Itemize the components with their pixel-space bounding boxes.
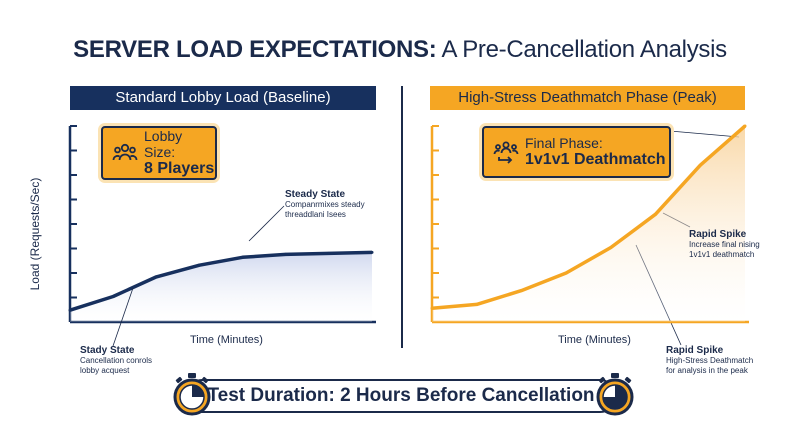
peak-x-axis-label: Time (Minutes) bbox=[558, 334, 631, 346]
title-bold: SERVER LOAD EXPECTATIONS: bbox=[73, 36, 437, 63]
peak-data-point bbox=[698, 163, 702, 167]
peak-panel-title: High-Stress Deathmatch Phase (Peak) bbox=[430, 86, 745, 110]
panel-divider bbox=[401, 86, 403, 348]
annotation-leader-line bbox=[248, 205, 285, 242]
annotation-line: High-Stress Deathmatch bbox=[666, 356, 754, 365]
annotation-line: lobby acquest bbox=[80, 365, 130, 375]
stady-state-annotation: Stady State Cancellation conrols lobby a… bbox=[80, 345, 152, 375]
title-rest: A Pre-Cancellation Analysis bbox=[441, 36, 727, 63]
annotation-line: for analysis in the peak bbox=[666, 365, 748, 375]
peak-data-point bbox=[609, 246, 613, 250]
rapid-spike-peak-annotation: Rapid Spike High-Stress Deathmatch for a… bbox=[666, 345, 753, 375]
baseline-load-line bbox=[69, 250, 373, 312]
callout-label: Lobby Size: bbox=[144, 127, 183, 160]
group-arrow-icon bbox=[493, 141, 519, 164]
annotation-line: Companrmixes steady bbox=[285, 200, 365, 209]
callout-value: 8 Players bbox=[144, 159, 215, 177]
annotation-leader-line bbox=[669, 130, 740, 138]
annotation-line: 1v1v1 deathmatch bbox=[689, 249, 755, 259]
peak-data-point bbox=[743, 124, 747, 128]
callout-value: 1v1v1 Deathmatch bbox=[525, 150, 666, 168]
annotation-title: Rapid Spike bbox=[689, 229, 747, 240]
baseline-data-point bbox=[327, 251, 331, 255]
peak-load-line bbox=[431, 124, 747, 311]
peak-data-point bbox=[430, 306, 434, 310]
page-title: SERVER LOAD EXPECTATIONS: A Pre-Cancella… bbox=[0, 36, 800, 64]
group-icon bbox=[112, 143, 138, 161]
annotation-title: Steady State bbox=[285, 189, 346, 200]
test-duration-banner: Test Duration: 2 Hours Before Cancellati… bbox=[186, 379, 616, 413]
rapid-spike-annotation: Rapid Spike Increase final nising 1v1v1 … bbox=[689, 229, 760, 259]
baseline-data-point bbox=[68, 308, 72, 312]
y-axis-label: Load (Requests/Sec) bbox=[28, 177, 42, 291]
baseline-data-point bbox=[370, 250, 374, 254]
peak-area-fill bbox=[432, 126, 745, 322]
annotation-title: Stady State bbox=[80, 345, 135, 356]
stopwatch-icon bbox=[173, 373, 211, 416]
baseline-area-fill bbox=[70, 252, 372, 322]
annotation-line: threaddlani Isees bbox=[285, 209, 346, 219]
baseline-data-point bbox=[154, 275, 158, 279]
stopwatch-icon bbox=[596, 373, 634, 416]
baseline-data-point bbox=[111, 295, 115, 299]
annotation-leader-line bbox=[112, 287, 134, 347]
baseline-data-point bbox=[241, 255, 245, 259]
peak-data-point bbox=[475, 302, 479, 306]
peak-data-point bbox=[654, 212, 658, 216]
final-phase-callout: Final Phase: 1v1v1 Deathmatch bbox=[482, 126, 671, 178]
steady-state-annotation: Steady State Companrmixes steady threadd… bbox=[285, 189, 365, 219]
peak-data-point bbox=[564, 271, 568, 275]
baseline-data-point bbox=[284, 252, 288, 256]
baseline-x-axis-label: Time (Minutes) bbox=[190, 334, 263, 346]
peak-data-point bbox=[519, 289, 523, 293]
annotation-title: Rapid Spike bbox=[666, 345, 724, 356]
baseline-panel-title: Standard Lobby Load (Baseline) bbox=[70, 86, 376, 110]
lobby-size-callout: Lobby Size: 8 Players bbox=[101, 126, 217, 180]
annotation-line: Cancellation conrols bbox=[80, 356, 153, 365]
annotation-line: Increase final nising bbox=[689, 240, 760, 249]
callout-label: Final Phase: bbox=[525, 134, 603, 151]
baseline-data-point bbox=[197, 263, 201, 267]
